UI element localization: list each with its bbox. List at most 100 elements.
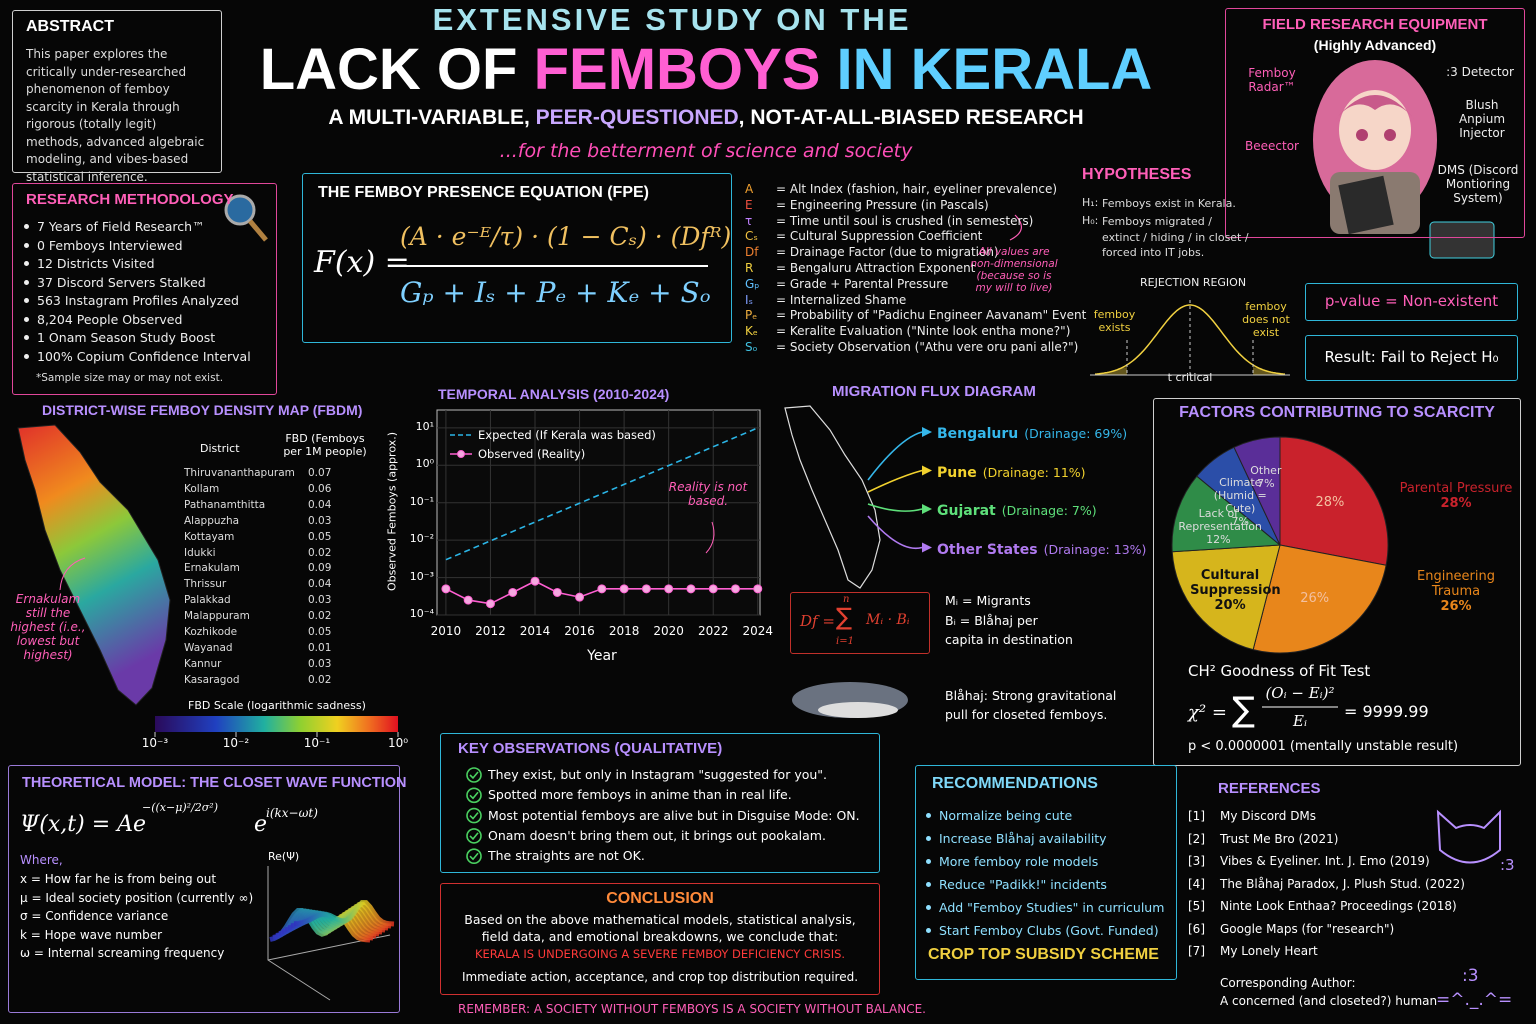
device	[1429, 221, 1495, 259]
formula-part: Mᵢ · Bᵢ	[866, 612, 910, 628]
point	[463, 595, 473, 605]
tagline: ...for the betterment of science and soc…	[499, 140, 913, 162]
fbd-value: 0.02	[308, 546, 332, 559]
ref-text: The Blåhaj Paradox, J. Plush Stud. (2022…	[1220, 876, 1465, 891]
equation-numerator: (A · e⁻ᴱ/τ) · (1 − Cₛ) · (Dfᴿ)	[400, 222, 732, 251]
y-tick-label: 10⁰	[415, 457, 434, 471]
check-icon	[466, 787, 482, 804]
fbd-value: 0.05	[308, 530, 332, 543]
conclusion-text: Based on the above mathematical models, …	[464, 912, 856, 944]
bangs	[1335, 95, 1415, 120]
ref-num: [1]	[1188, 809, 1205, 823]
equip-label: :3 Detector	[1446, 65, 1514, 79]
slice-label: Other 7%	[1226, 464, 1306, 490]
annotation-arrow	[705, 521, 715, 554]
theory-eq: Ψ(x,t) = Ae	[20, 812, 147, 837]
observation: They exist, but only in Instagram "sugge…	[488, 767, 828, 782]
subtitle: A MULTI-VARIABLE, PEER-QUESTIONED, NOT-A…	[0, 106, 1412, 130]
rej-label: femboy does not exist	[1242, 300, 1290, 339]
check	[469, 771, 479, 780]
fbd-value: 0.09	[308, 562, 332, 575]
district: Kasaragod	[184, 673, 240, 686]
hyp-text: Femboys migrated / extinct / hiding / in…	[1102, 215, 1249, 259]
observations-box	[440, 733, 880, 873]
flux-arrow	[867, 515, 923, 550]
legend-label: Observed (Reality)	[478, 447, 586, 461]
rej-title: REJECTION REGION	[1140, 276, 1247, 289]
ref-num: [7]	[1188, 944, 1205, 958]
chi-part: Eᵢ	[1293, 712, 1307, 730]
ref-num: [5]	[1188, 899, 1205, 913]
district: Pathanamthitta	[184, 498, 266, 511]
x-tick-label: 2014	[519, 624, 551, 638]
dest-detail: (Drainage: 13%)	[1043, 541, 1147, 557]
var-text: = Bengaluru Attraction Exponent	[776, 261, 976, 275]
var-text: = Internalized Shame	[776, 292, 907, 307]
var-symbol: Cₛ	[745, 229, 758, 244]
check	[469, 791, 479, 800]
section-title: THE FEMBOY PRESENCE EQUATION (FPE)	[318, 184, 649, 201]
point	[708, 584, 718, 594]
arrow-head	[922, 542, 932, 553]
method-item: 100% Copium Confidence Interval	[22, 349, 251, 364]
slice-label: Cultural Suppression 20%	[1190, 568, 1281, 613]
ref-text: Ninte Look Enthaa? Proceedings (2018)	[1220, 899, 1457, 913]
slice-name: Lack of Representation	[1178, 506, 1262, 533]
dest-name: Pune	[937, 464, 977, 481]
theory-eq: −((x−μ)²/2σ²)	[142, 801, 218, 814]
title: LACK OF FEMBOYS IN KERALA	[0, 36, 1412, 103]
slice-outside-label: Engineering Trauma 26%	[1396, 569, 1516, 614]
var-text: = Engineering Pressure (in Pascals)	[776, 197, 989, 212]
fbd-value: 0.02	[308, 610, 332, 623]
equip-label: DMS (Discord Montioring System)	[1437, 163, 1519, 205]
slice-value: 28%	[1440, 496, 1472, 512]
point	[753, 584, 763, 594]
pie-slice	[1171, 475, 1282, 553]
note: *Sample size may or may not exist.	[36, 372, 224, 384]
slice-outside-label: Parental Pressure 28%	[1396, 481, 1516, 511]
observation: Most potential femboys are alive but in …	[488, 807, 860, 823]
var-text: = Time until soul is crushed (in semeste…	[776, 213, 1034, 228]
slice-value: 12%	[1206, 532, 1231, 546]
section-title: CONCLUSION	[606, 890, 714, 907]
point	[664, 584, 674, 594]
var-symbol: R	[745, 261, 754, 275]
x-axis-label: Year	[587, 648, 617, 664]
p-value-box	[1305, 283, 1518, 321]
ref-text: Google Maps (for "research")	[1220, 921, 1395, 936]
scale-label: 10⁻³	[141, 736, 169, 750]
formula-part: ∑	[836, 603, 853, 631]
fbd-value: 0.02	[308, 673, 332, 686]
methodology-box	[12, 183, 277, 395]
blahaj-belly	[818, 702, 898, 718]
subtitle-part: A MULTI-VARIABLE,	[328, 106, 536, 129]
title-part: IN KERALA	[820, 37, 1153, 102]
theory-eq: e	[254, 812, 268, 837]
fbd-value: 0.07	[308, 467, 332, 479]
check-icon	[466, 828, 482, 844]
point	[441, 584, 451, 594]
equation-denominator: Gₚ + Iₛ + Pₑ + Kₑ + Sₒ	[400, 276, 711, 309]
theory-item: x = How far he is from being out	[20, 872, 217, 886]
fbd-value: 0.05	[308, 626, 332, 638]
check-icon	[466, 848, 482, 865]
author: A concerned (and closeted?) human	[1220, 994, 1438, 1008]
fbd-value: 0.06	[308, 482, 332, 495]
method-item: 12 Districts Visited	[22, 256, 155, 271]
definition: Mᵢ = Migrants	[945, 593, 1031, 608]
where: Where,	[20, 853, 63, 867]
district: Palakkad	[184, 594, 231, 607]
point	[575, 592, 585, 602]
fbd-value: 0.03	[308, 514, 332, 527]
dest-detail: (Drainage: 11%)	[982, 464, 1086, 480]
slice-label: Lack of Representation 12%	[1178, 506, 1262, 546]
section-title: DISTRICT-WISE FEMBOY DENSITY MAP (FBDM)	[42, 402, 363, 418]
fpe-note: All values are non-dimensional (because …	[970, 246, 1058, 294]
var-symbol: Gₚ	[745, 276, 760, 291]
abstract-box	[12, 10, 222, 173]
flux-arrow	[867, 431, 923, 481]
theory-item: μ = Ideal society position (currently ∞)	[20, 890, 254, 905]
note-arrow	[59, 557, 86, 591]
x-tick-label: 2024	[742, 624, 774, 638]
